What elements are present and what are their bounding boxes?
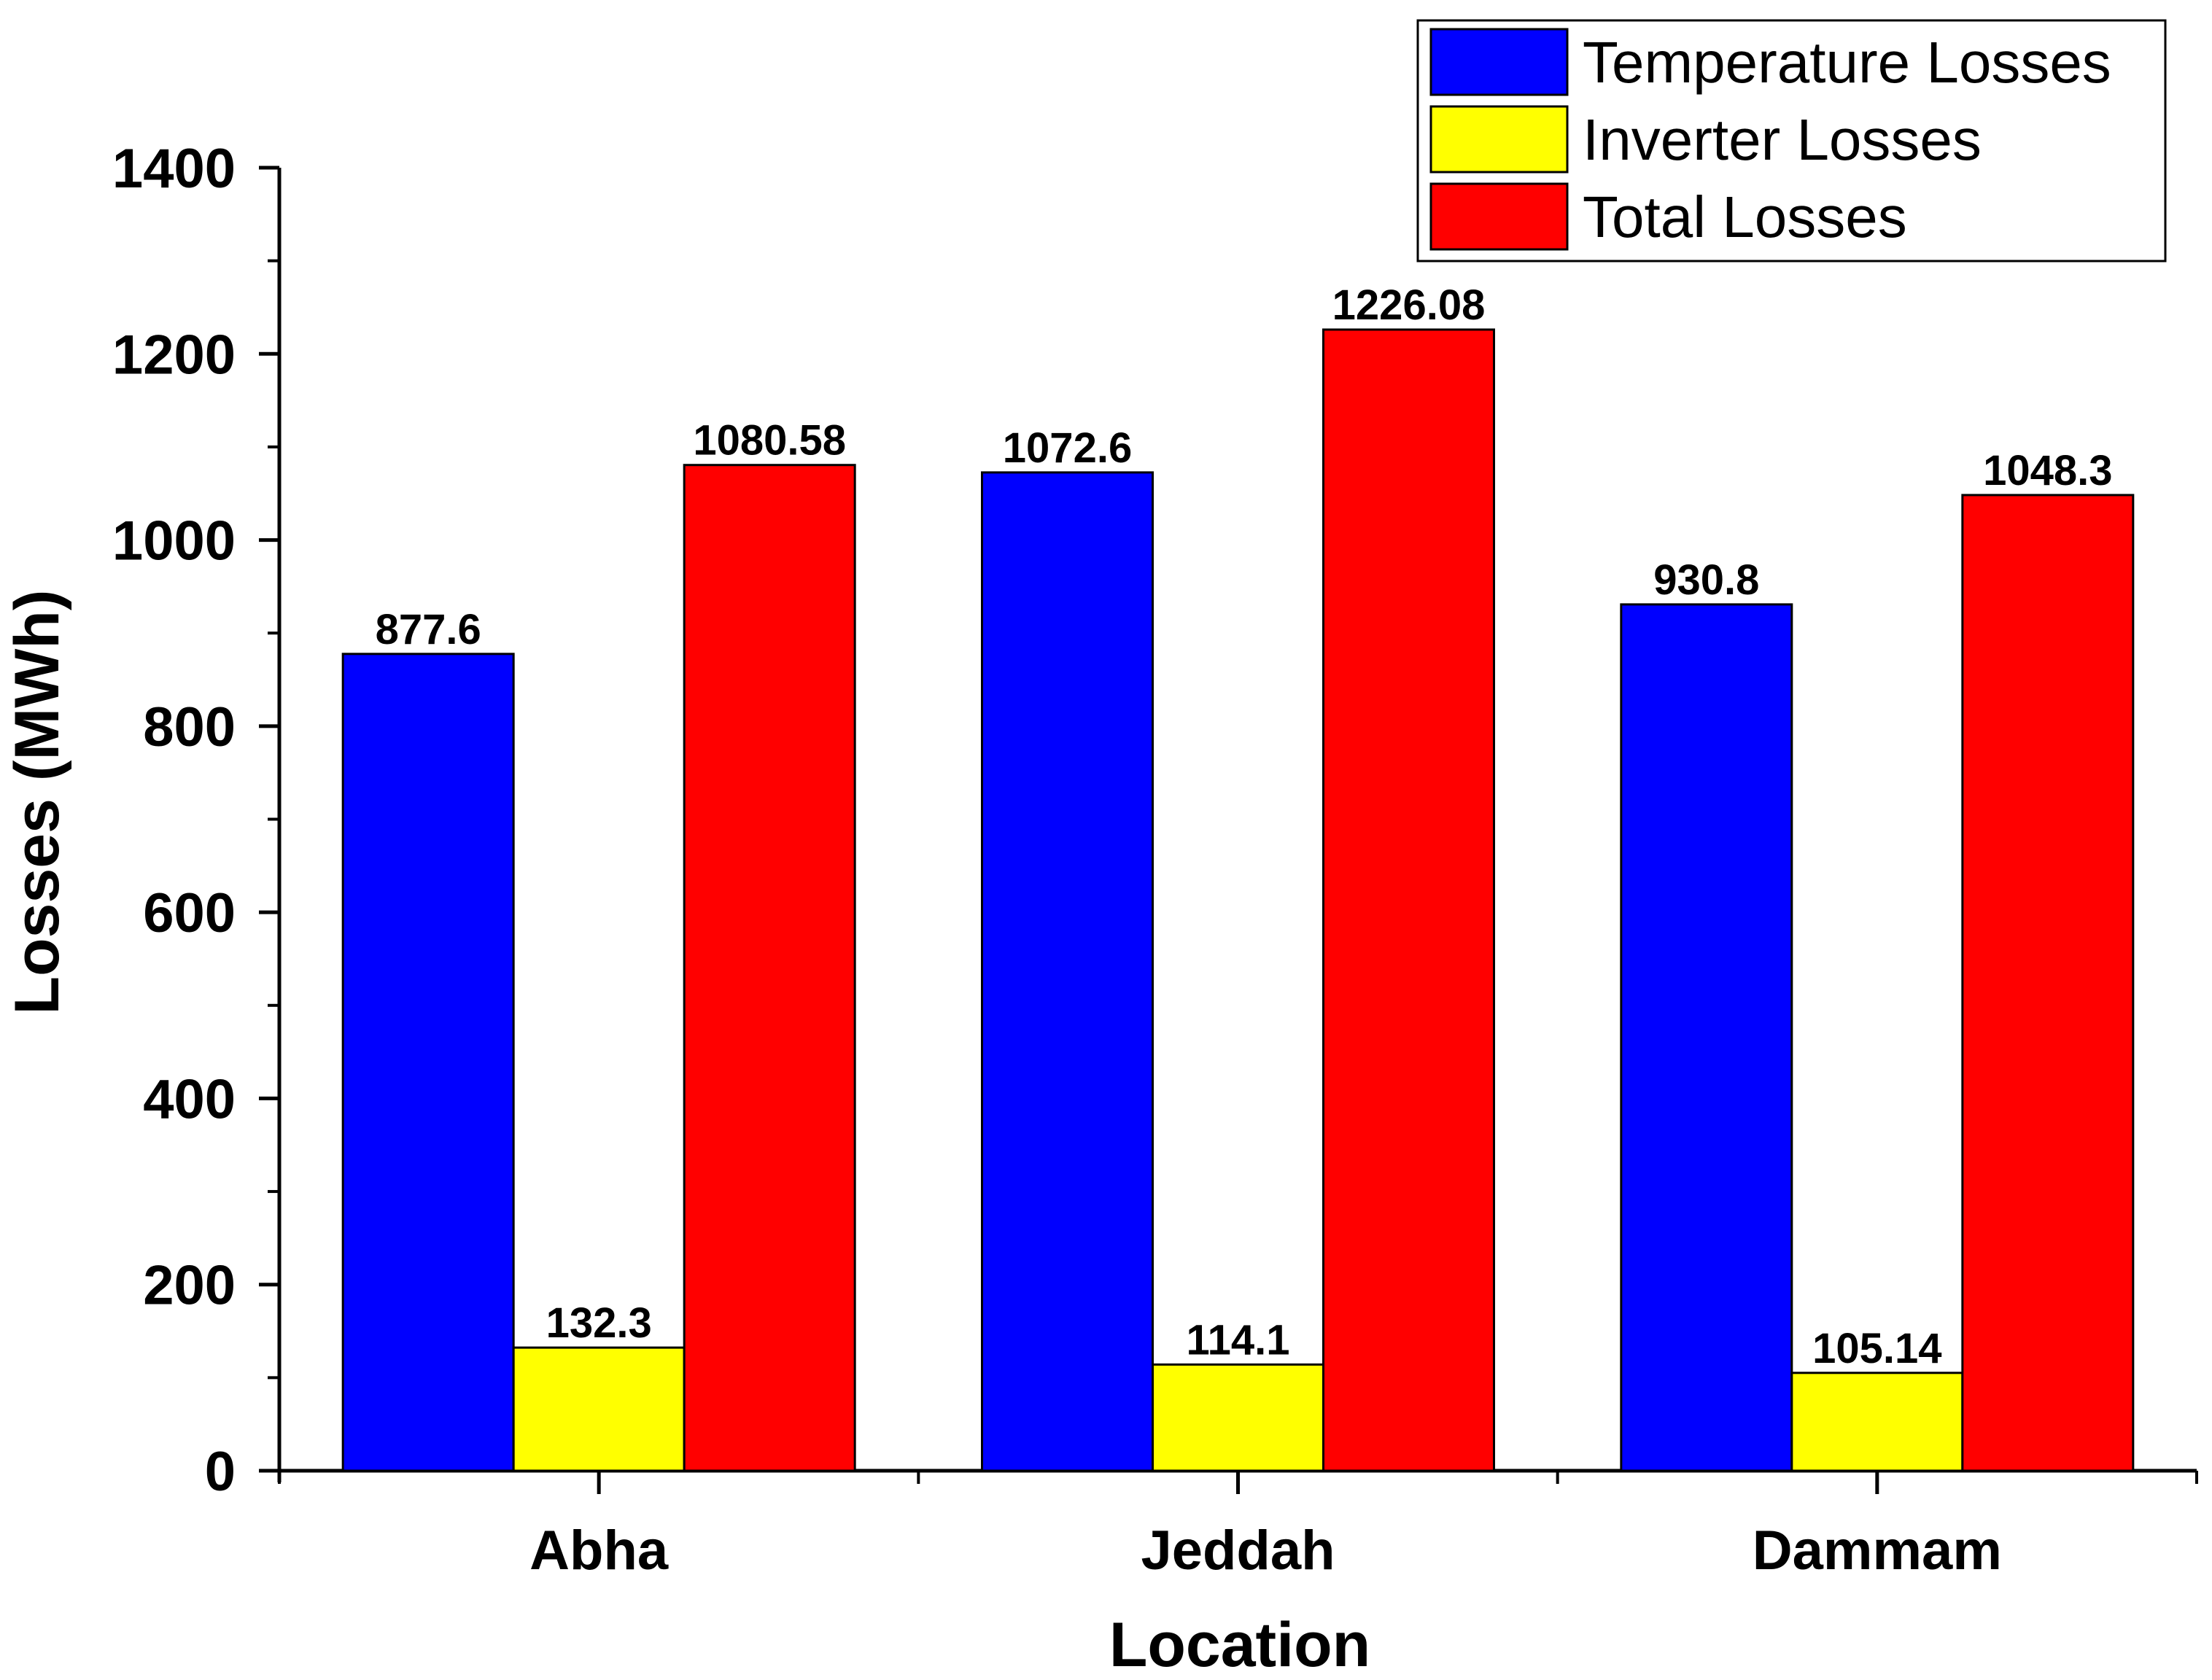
bar [683,464,856,1472]
y-axis-title: Losses (MWh) [2,590,72,1015]
data-label: 1072.6 [1003,424,1132,472]
data-label: 877.6 [376,606,481,653]
data-label: 1226.08 [1332,281,1486,329]
data-label: 132.3 [546,1299,652,1347]
bars [341,328,2135,1472]
bar [1790,1372,1964,1472]
x-axis-title: Location [1109,1610,1370,1680]
y-tick-label: 200 [143,1255,236,1317]
legend-swatch-temperature [1429,28,1569,96]
bar [981,471,1154,1472]
legend-swatch-inverter [1429,105,1569,174]
bar [1322,328,1495,1472]
bar [341,653,515,1472]
data-label: 1080.58 [693,417,846,464]
legend: Temperature Losses Inverter Losses Total… [1416,19,2167,262]
y-axis: 0 200 400 600 800 1000 1200 1400 [112,138,282,1503]
y-tick-label: 1000 [112,510,236,572]
y-tick-label: 1400 [112,138,236,200]
data-label: 930.8 [1653,556,1759,604]
bar [512,1346,686,1472]
y-tick-label: 800 [143,696,236,758]
y-tick-label: 600 [143,882,236,944]
data-label: 105.14 [1812,1325,1941,1372]
y-tick-label: 1200 [112,324,236,386]
y-tick-label: 400 [143,1068,236,1130]
legend-label-inverter: Inverter Losses [1583,107,1982,172]
bar [1620,603,1793,1472]
x-axis: Abha Jeddah Dammam [268,1469,2198,1582]
bar [1961,494,2135,1472]
legend-label-temperature: Temperature Losses [1583,30,2111,95]
legend-label-total: Total Losses [1583,184,1907,249]
x-tick-label: Dammam [1753,1520,2002,1582]
data-labels: 877.6 132.3 1080.58 1072.6 114.1 1226.08 930.8… [376,281,2113,1372]
bar [1152,1363,1324,1472]
legend-swatch-total [1429,182,1569,251]
data-label: 114.1 [1187,1316,1290,1364]
x-tick-label: Abha [529,1520,669,1582]
y-tick-label: 0 [205,1441,236,1503]
x-tick-label: Jeddah [1141,1520,1335,1582]
data-label: 1048.3 [1983,447,2112,494]
